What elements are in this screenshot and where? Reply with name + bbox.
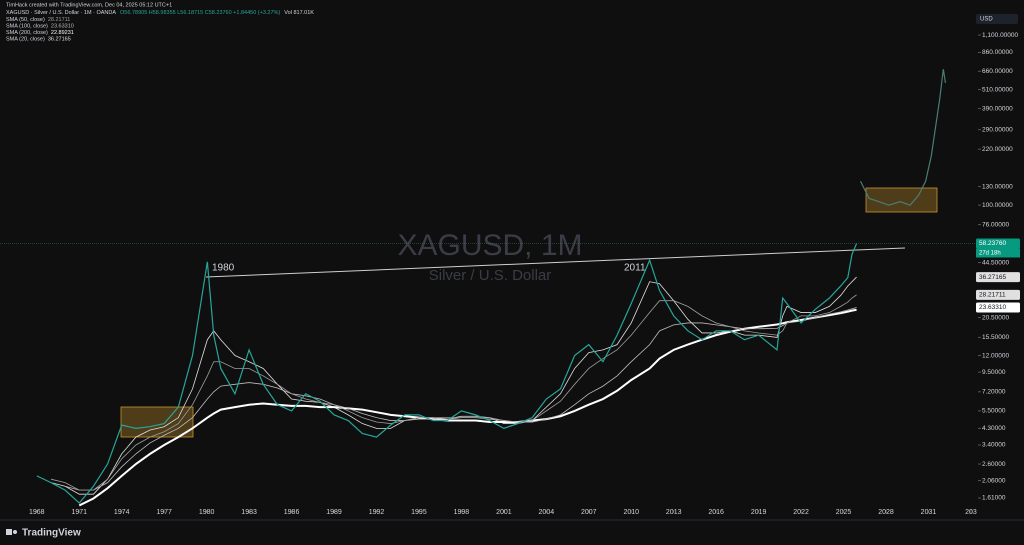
price-label: 23.63310 xyxy=(979,304,1006,311)
credit: TimHack created with TradingView.com, De… xyxy=(6,2,172,8)
y-tick-label: 20.50000 xyxy=(982,314,1009,321)
currency[interactable]: USD xyxy=(980,17,993,23)
volume: Vol 817.01K xyxy=(284,10,314,16)
x-tick-label: 2007 xyxy=(581,509,597,516)
price-label-box xyxy=(976,238,1020,249)
brand-logo xyxy=(6,529,17,535)
x-tick-label: 2028 xyxy=(878,509,894,516)
legend-name: SMA (200, close) xyxy=(6,30,48,36)
x-tick-label: 2010 xyxy=(623,509,639,516)
y-tick-label: 510.00000 xyxy=(982,86,1013,93)
legend-value: 36.27165 xyxy=(48,37,71,43)
legend-value: 22.89231 xyxy=(51,30,74,36)
y-tick-label: 12.00000 xyxy=(982,352,1009,359)
x-tick-label: 1989 xyxy=(326,509,342,516)
x-tick-label: 1995 xyxy=(411,509,427,516)
x-tick-label: 1998 xyxy=(454,509,470,516)
price-label: 36.27165 xyxy=(979,274,1006,281)
brand: TradingView xyxy=(22,528,81,539)
y-tick-label: 660.00000 xyxy=(982,68,1013,75)
x-tick-label: 2031 xyxy=(921,509,937,516)
y-tick-label: 2.60000 xyxy=(982,461,1006,468)
sma-line xyxy=(50,276,857,495)
projection-line xyxy=(859,69,947,206)
y-tick-label: 290.00000 xyxy=(982,126,1013,133)
x-tick-label: 2022 xyxy=(793,509,809,516)
y-tick-label: 1,100.00000 xyxy=(982,32,1019,39)
y-tick-label: 1.61000 xyxy=(982,495,1006,502)
symbol-legend: XAGUSD · Silver / U.S. Dollar · 1M · OAN… xyxy=(6,10,314,16)
price-label: 28.21711 xyxy=(979,292,1006,299)
countdown: 27d 18h xyxy=(979,251,1001,257)
x-tick-label: 2004 xyxy=(539,509,555,516)
y-tick-label: 3.40000 xyxy=(982,442,1006,449)
y-tick-label: 2.06000 xyxy=(982,477,1006,484)
y-tick-label: 9.50000 xyxy=(982,369,1006,376)
y-tick-label: 5.50000 xyxy=(982,408,1006,415)
legend-entry: SMA (100, close) 23.63310 xyxy=(6,24,74,30)
price-label: 58.23760 xyxy=(979,240,1006,247)
watermark-subtitle: Silver / U.S. Dollar xyxy=(429,267,552,284)
x-tick-label: 1977 xyxy=(156,509,172,516)
trend-line xyxy=(205,247,906,278)
sma-line xyxy=(50,294,857,491)
x-tick-label: 2001 xyxy=(496,509,512,516)
x-tick-label: 1980 xyxy=(199,509,215,516)
legend-entry: SMA (20, close) 36.27165 xyxy=(6,37,71,43)
price-label-box xyxy=(976,289,1020,300)
ohlc: O56.78905 H58.98355 L56.18715 C58.23760 … xyxy=(120,10,280,16)
y-tick-label: 100.00000 xyxy=(982,202,1013,209)
countdown-box xyxy=(976,248,1020,258)
y-tick-label: 130.00000 xyxy=(982,183,1013,190)
legend-entry: SMA (50, close) 28.21711 xyxy=(6,17,70,23)
legend-name: SMA (100, close) xyxy=(6,24,48,30)
symbol: XAGUSD · Silver / U.S. Dollar · 1M · OAN… xyxy=(6,10,116,16)
y-tick-label: 860.00000 xyxy=(982,49,1013,56)
x-tick-label: 1974 xyxy=(114,509,130,516)
x-tick-label: 2019 xyxy=(751,509,767,516)
range-box xyxy=(120,406,194,438)
x-tick-label: 203 xyxy=(965,509,977,516)
price-line xyxy=(36,243,858,504)
annotation: 2011 xyxy=(624,263,646,274)
currency-box[interactable] xyxy=(976,14,1018,24)
y-tick-label: 390.00000 xyxy=(982,105,1013,112)
x-tick-label: 1968 xyxy=(29,509,45,516)
y-tick-label: 220.00000 xyxy=(982,146,1013,153)
legend-value: 23.63310 xyxy=(51,24,74,30)
y-tick-label: 7.20000 xyxy=(982,388,1006,395)
price-label-box xyxy=(976,302,1020,313)
watermark-title: XAGUSD, 1M xyxy=(397,229,582,262)
annotation: 1980 xyxy=(212,263,235,274)
x-tick-label: 1986 xyxy=(284,509,300,516)
sma-line xyxy=(78,308,857,507)
y-tick-label: 76.00000 xyxy=(982,221,1009,228)
x-tick-label: 2016 xyxy=(708,509,724,516)
y-tick-label: 15.50000 xyxy=(982,334,1009,341)
x-tick-label: 2013 xyxy=(666,509,682,516)
legend-name: SMA (20, close) xyxy=(6,37,45,43)
y-tick-label: 44.50000 xyxy=(982,259,1009,266)
legend-value: 28.21711 xyxy=(48,17,71,23)
price-label-box xyxy=(976,272,1020,283)
x-tick-label: 1992 xyxy=(369,509,385,516)
range-box xyxy=(865,187,938,213)
x-tick-label: 1971 xyxy=(71,509,87,516)
legend-name: SMA (50, close) xyxy=(6,17,45,23)
x-tick-label: 2025 xyxy=(836,509,852,516)
x-tick-label: 1983 xyxy=(241,509,257,516)
y-tick-label: 4.30000 xyxy=(982,425,1006,432)
legend-entry: SMA (200, close) 22.89231 xyxy=(6,30,74,36)
